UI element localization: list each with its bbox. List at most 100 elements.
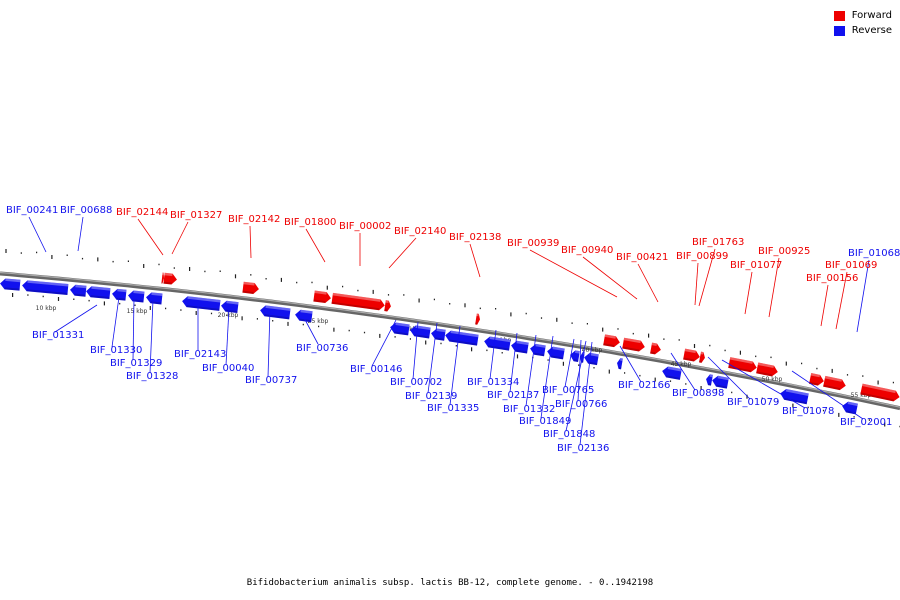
gene-label-bif_01331[interactable]: BIF_01331 [32,330,84,341]
gene-arrow-bif_00765[interactable] [546,346,565,360]
gene-label-bif_02001[interactable]: BIF_02001 [840,417,892,428]
gene-arrow-bif_01078[interactable] [711,375,729,389]
gene-arrow-bif_02144[interactable] [163,272,177,285]
gene-label-bif_01849[interactable]: BIF_01849 [519,416,571,427]
gene-label-bif_00765[interactable]: BIF_00765 [542,385,594,396]
gene-arrow-bif_00146[interactable] [294,309,313,323]
gene-arrow-bif_00737[interactable] [220,300,239,314]
gene-arrow-bif_02136[interactable] [583,352,599,366]
gene-arrow-bif_00002[interactable] [331,292,386,311]
gene-label-bif_00241[interactable]: BIF_00241 [6,205,58,216]
gene-label-bif_02143[interactable]: BIF_02143 [174,349,226,360]
gene-arrow-bif_01327[interactable] [161,272,164,284]
gene-label-bif_00421[interactable]: BIF_00421 [616,252,668,263]
scale-tick-lower [394,336,396,338]
gene-label-bif_01327[interactable]: BIF_01327 [170,210,222,221]
gene-label-bif_01329[interactable]: BIF_01329 [110,358,162,369]
gene-label-bif_00737[interactable]: BIF_00737 [245,375,297,386]
gene-arrow-bif_00940[interactable] [622,337,646,353]
gene-arrow-bif_00040[interactable] [182,296,221,311]
gene-arrow-bif_01800[interactable] [313,290,331,304]
gene-label-bif_02144[interactable]: BIF_02144 [116,207,168,218]
gene-body [662,366,682,380]
gene-label-bif_00702[interactable]: BIF_00702 [390,377,442,388]
scale-tick-upper [877,380,879,385]
gene-arrow-bif_00925[interactable] [756,362,779,377]
gene-label-bif_02137[interactable]: BIF_02137 [487,390,539,401]
gene-label-bif_00040[interactable]: BIF_00040 [202,363,254,374]
gene-arrow-bif_02142[interactable] [242,281,259,295]
gene-arrow-bif_02166[interactable] [616,358,623,370]
gene-label-bif_00925[interactable]: BIF_00925 [758,246,810,257]
gene-arrow-bif_00736[interactable] [259,305,291,320]
gene-arrow-bif_00898[interactable] [661,366,682,380]
gene-label-bif_00146[interactable]: BIF_00146 [350,364,402,375]
gene-arrow-extra-forward[interactable] [860,383,900,403]
gene-shadow [186,305,220,311]
gene-label-bif_00736[interactable]: BIF_00736 [296,343,348,354]
gene-arrow-extra-reverse[interactable] [841,401,858,415]
gene-arrow-bif_00156[interactable] [809,373,825,387]
leader-bif_00241 [28,216,47,253]
gene-arrow-bif_00241[interactable] [0,278,21,291]
gene-label-bif_01330[interactable]: BIF_01330 [90,345,142,356]
gene-arrow-bif_01763[interactable] [683,348,701,363]
gene-highlight [810,373,821,378]
gene-label-bif_01077[interactable]: BIF_01077 [730,260,782,271]
gene-label-bif_01800[interactable]: BIF_01800 [284,217,336,228]
gene-arrow-bif_02143[interactable] [145,292,163,305]
gene-arrow-bif_02139[interactable] [409,325,431,339]
gene-arrow-bif_00702[interactable] [389,322,410,336]
gene-arrow-bif_00688[interactable] [22,280,69,295]
gene-arrow-bif_01331[interactable] [70,284,87,297]
gene-label-bif_00940[interactable]: BIF_00940 [561,245,613,256]
gene-label-bif_00898[interactable]: BIF_00898 [672,388,724,399]
gene-arrow-bif_01328[interactable] [127,290,145,303]
gene-highlight [709,374,713,378]
scale-label: 20 kbp [218,312,239,319]
gene-shadow [860,392,894,402]
scale-tick-upper [20,252,22,254]
gene-arrow-bif_02140[interactable] [384,300,391,312]
gene-label-bif_01068[interactable]: BIF_01068 [848,248,900,259]
gene-label-bif_01848[interactable]: BIF_01848 [543,429,595,440]
gene-shadow [90,295,110,300]
gene-arrow-bif_01335[interactable] [430,328,446,341]
leader-bif_00736 [301,313,319,345]
gene-label-bif_02142[interactable]: BIF_02142 [228,214,280,225]
gene-arrow-bif_01332[interactable] [510,340,529,354]
gene-highlight [757,362,774,369]
gene-label-bif_00766[interactable]: BIF_00766 [555,399,607,410]
gene-label-bif_00002[interactable]: BIF_00002 [339,221,391,232]
gene-arrow-bif_01334[interactable] [444,330,479,346]
gene-label-bif_00899[interactable]: BIF_00899 [676,251,728,262]
gene-label-bif_02136[interactable]: BIF_02136 [557,443,609,454]
gene-arrow-bif_01079[interactable] [705,374,713,386]
gene-label-bif_01078[interactable]: BIF_01078 [782,406,834,417]
gene-label-bif_02166[interactable]: BIF_02166 [618,380,670,391]
gene-label-bif_01332[interactable]: BIF_01332 [503,404,555,415]
gene-label-bif_01328[interactable]: BIF_01328 [126,371,178,382]
gene-arrow-bif_01069[interactable] [823,375,847,391]
gene-arrow-bif_00766[interactable] [569,350,580,362]
gene-arrow-bif_01849[interactable] [529,343,546,357]
gene-label-bif_01069[interactable]: BIF_01069 [825,260,877,271]
gene-label-bif_01079[interactable]: BIF_01079 [727,397,779,408]
gene-arrow-bif_01330[interactable] [86,286,111,300]
gene-label-bif_00939[interactable]: BIF_00939 [507,238,559,249]
gene-label-bif_02140[interactable]: BIF_02140 [394,226,446,237]
gene-label-bif_02139[interactable]: BIF_02139 [405,391,457,402]
gene-label-bif_01763[interactable]: BIF_01763 [692,237,744,248]
gene-label-bif_00156[interactable]: BIF_00156 [806,273,858,284]
gene-label-bif_01334[interactable]: BIF_01334 [467,377,519,388]
gene-label-bif_02138[interactable]: BIF_02138 [449,232,501,243]
gene-arrow-bif_01077[interactable] [728,357,758,373]
gene-arrow-bif_00421[interactable] [650,342,662,356]
scale-tick-upper [342,285,344,288]
gene-arrow-bif_00899[interactable] [699,351,706,364]
gene-label-bif_00688[interactable]: BIF_00688 [60,205,112,216]
gene-arrow-bif_02138[interactable] [475,313,481,325]
gene-arrow-bif_00939[interactable] [603,334,621,348]
gene-label-bif_01335[interactable]: BIF_01335 [427,403,479,414]
scale-tick-lower [333,327,335,332]
